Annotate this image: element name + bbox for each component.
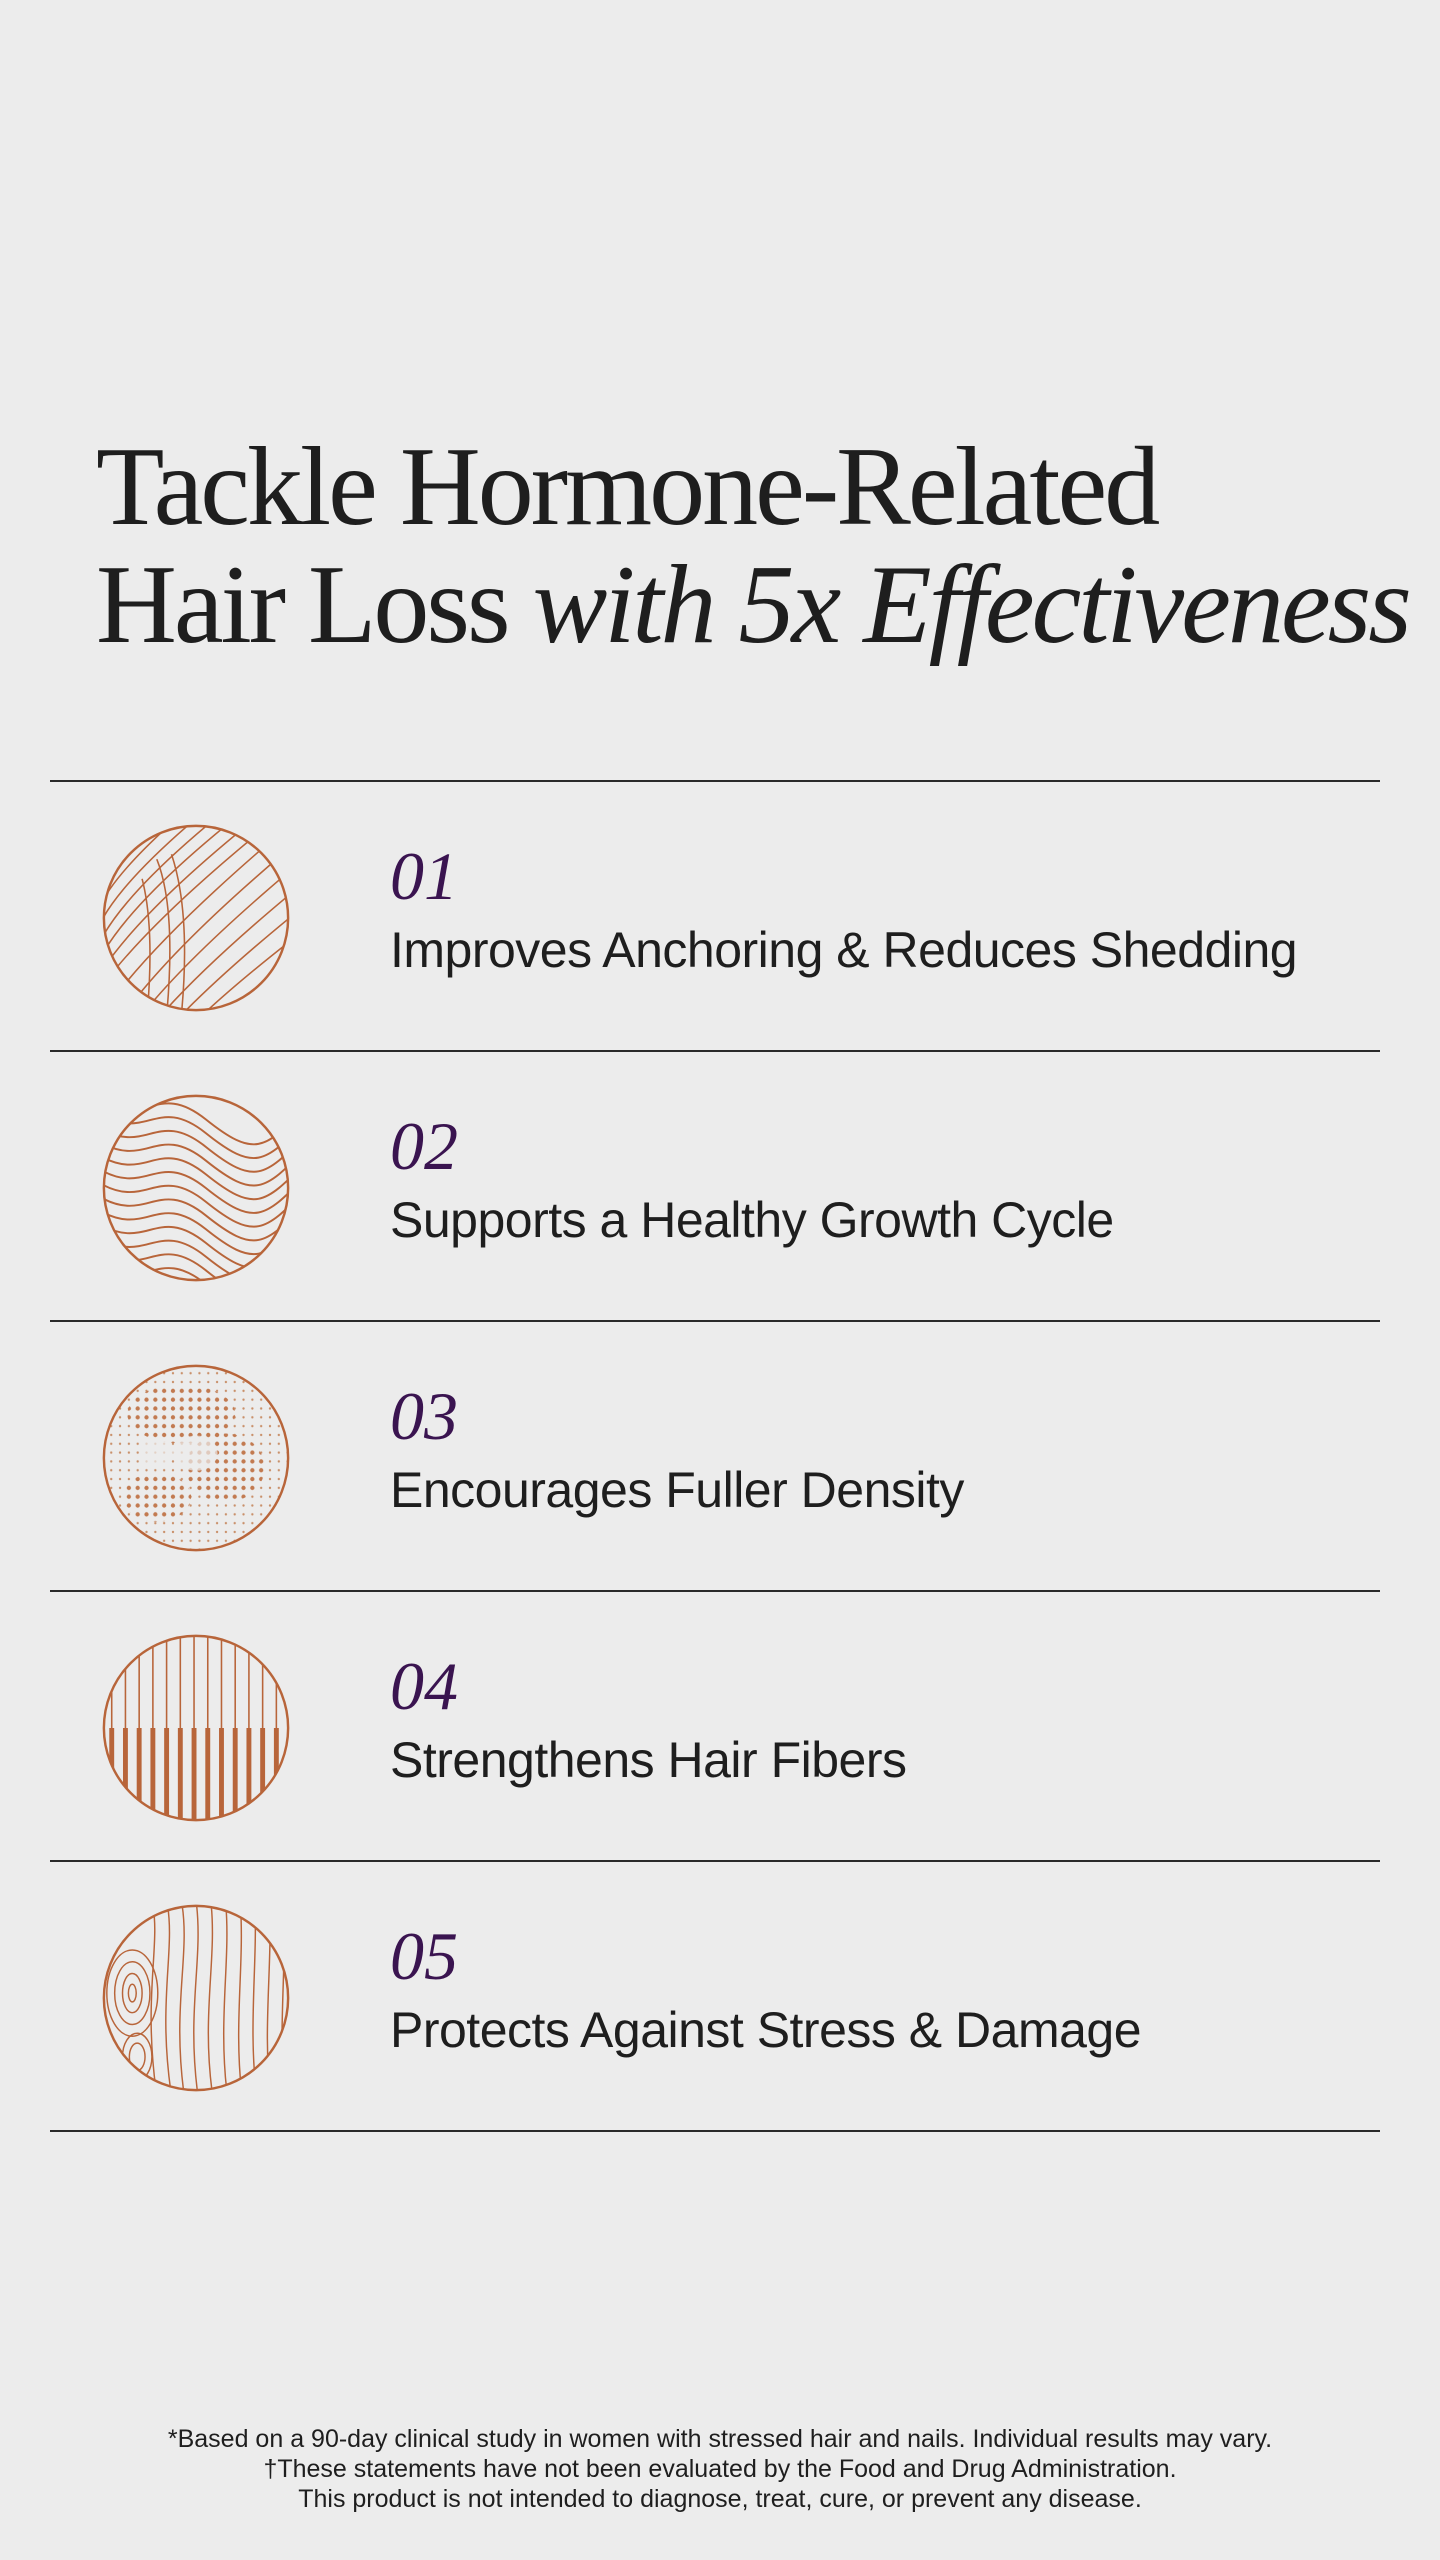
benefit-number: 02 xyxy=(390,1108,458,1184)
benefit-item-5: 05 Protects Against Stress & Damage xyxy=(50,1862,1380,2132)
headline-italic-text: with 5x Effectiveness xyxy=(532,543,1412,667)
leaf-lines-icon xyxy=(98,820,294,1016)
headline-line-2: Hair Loss with 5x Effectiveness xyxy=(96,543,1412,667)
disclaimer-line-3: This product is not intended to diagnose… xyxy=(298,2485,1142,2513)
benefit-number: 03 xyxy=(390,1378,458,1454)
benefit-number: 05 xyxy=(390,1918,458,1994)
benefit-label: Strengthens Hair Fibers xyxy=(390,1732,907,1788)
benefit-item-2: 02 Supports a Healthy Growth Cycle xyxy=(50,1052,1380,1322)
disclaimer-line-1: *Based on a 90-day clinical study in wom… xyxy=(167,2425,1273,2453)
benefit-label: Improves Anchoring & Reduces Shedding xyxy=(390,922,1298,978)
dot-pattern-icon xyxy=(98,1360,294,1556)
headline: Tackle Hormone-Related Hair Loss with 5x… xyxy=(96,425,1412,667)
benefit-label: Protects Against Stress & Damage xyxy=(390,2002,1142,2058)
wood-grain-icon xyxy=(98,1900,294,2096)
benefit-number: 04 xyxy=(390,1648,458,1724)
benefit-label: Supports a Healthy Growth Cycle xyxy=(390,1192,1114,1248)
benefit-item-1: 01 Improves Anchoring & Reduces Shedding xyxy=(50,782,1380,1052)
headline-plain-text: Hair Loss xyxy=(96,543,511,667)
headline-line-1: Tackle Hormone-Related xyxy=(96,425,1160,549)
wave-lines-icon xyxy=(98,1090,294,1286)
disclaimer-line-2: †These statements have not been evaluate… xyxy=(263,2455,1177,2483)
disclaimer: *Based on a 90-day clinical study in wom… xyxy=(0,2424,1440,2514)
benefits-list: 01 Improves Anchoring & Reduces Shedding xyxy=(50,780,1380,2132)
benefit-number: 01 xyxy=(390,838,458,914)
benefit-label: Encourages Fuller Density xyxy=(390,1462,964,1518)
benefit-item-4: 04 Strengthens Hair Fibers xyxy=(50,1592,1380,1862)
vertical-fibers-icon xyxy=(98,1630,294,1826)
benefit-item-3: 03 Encourages Fuller Density xyxy=(50,1322,1380,1592)
